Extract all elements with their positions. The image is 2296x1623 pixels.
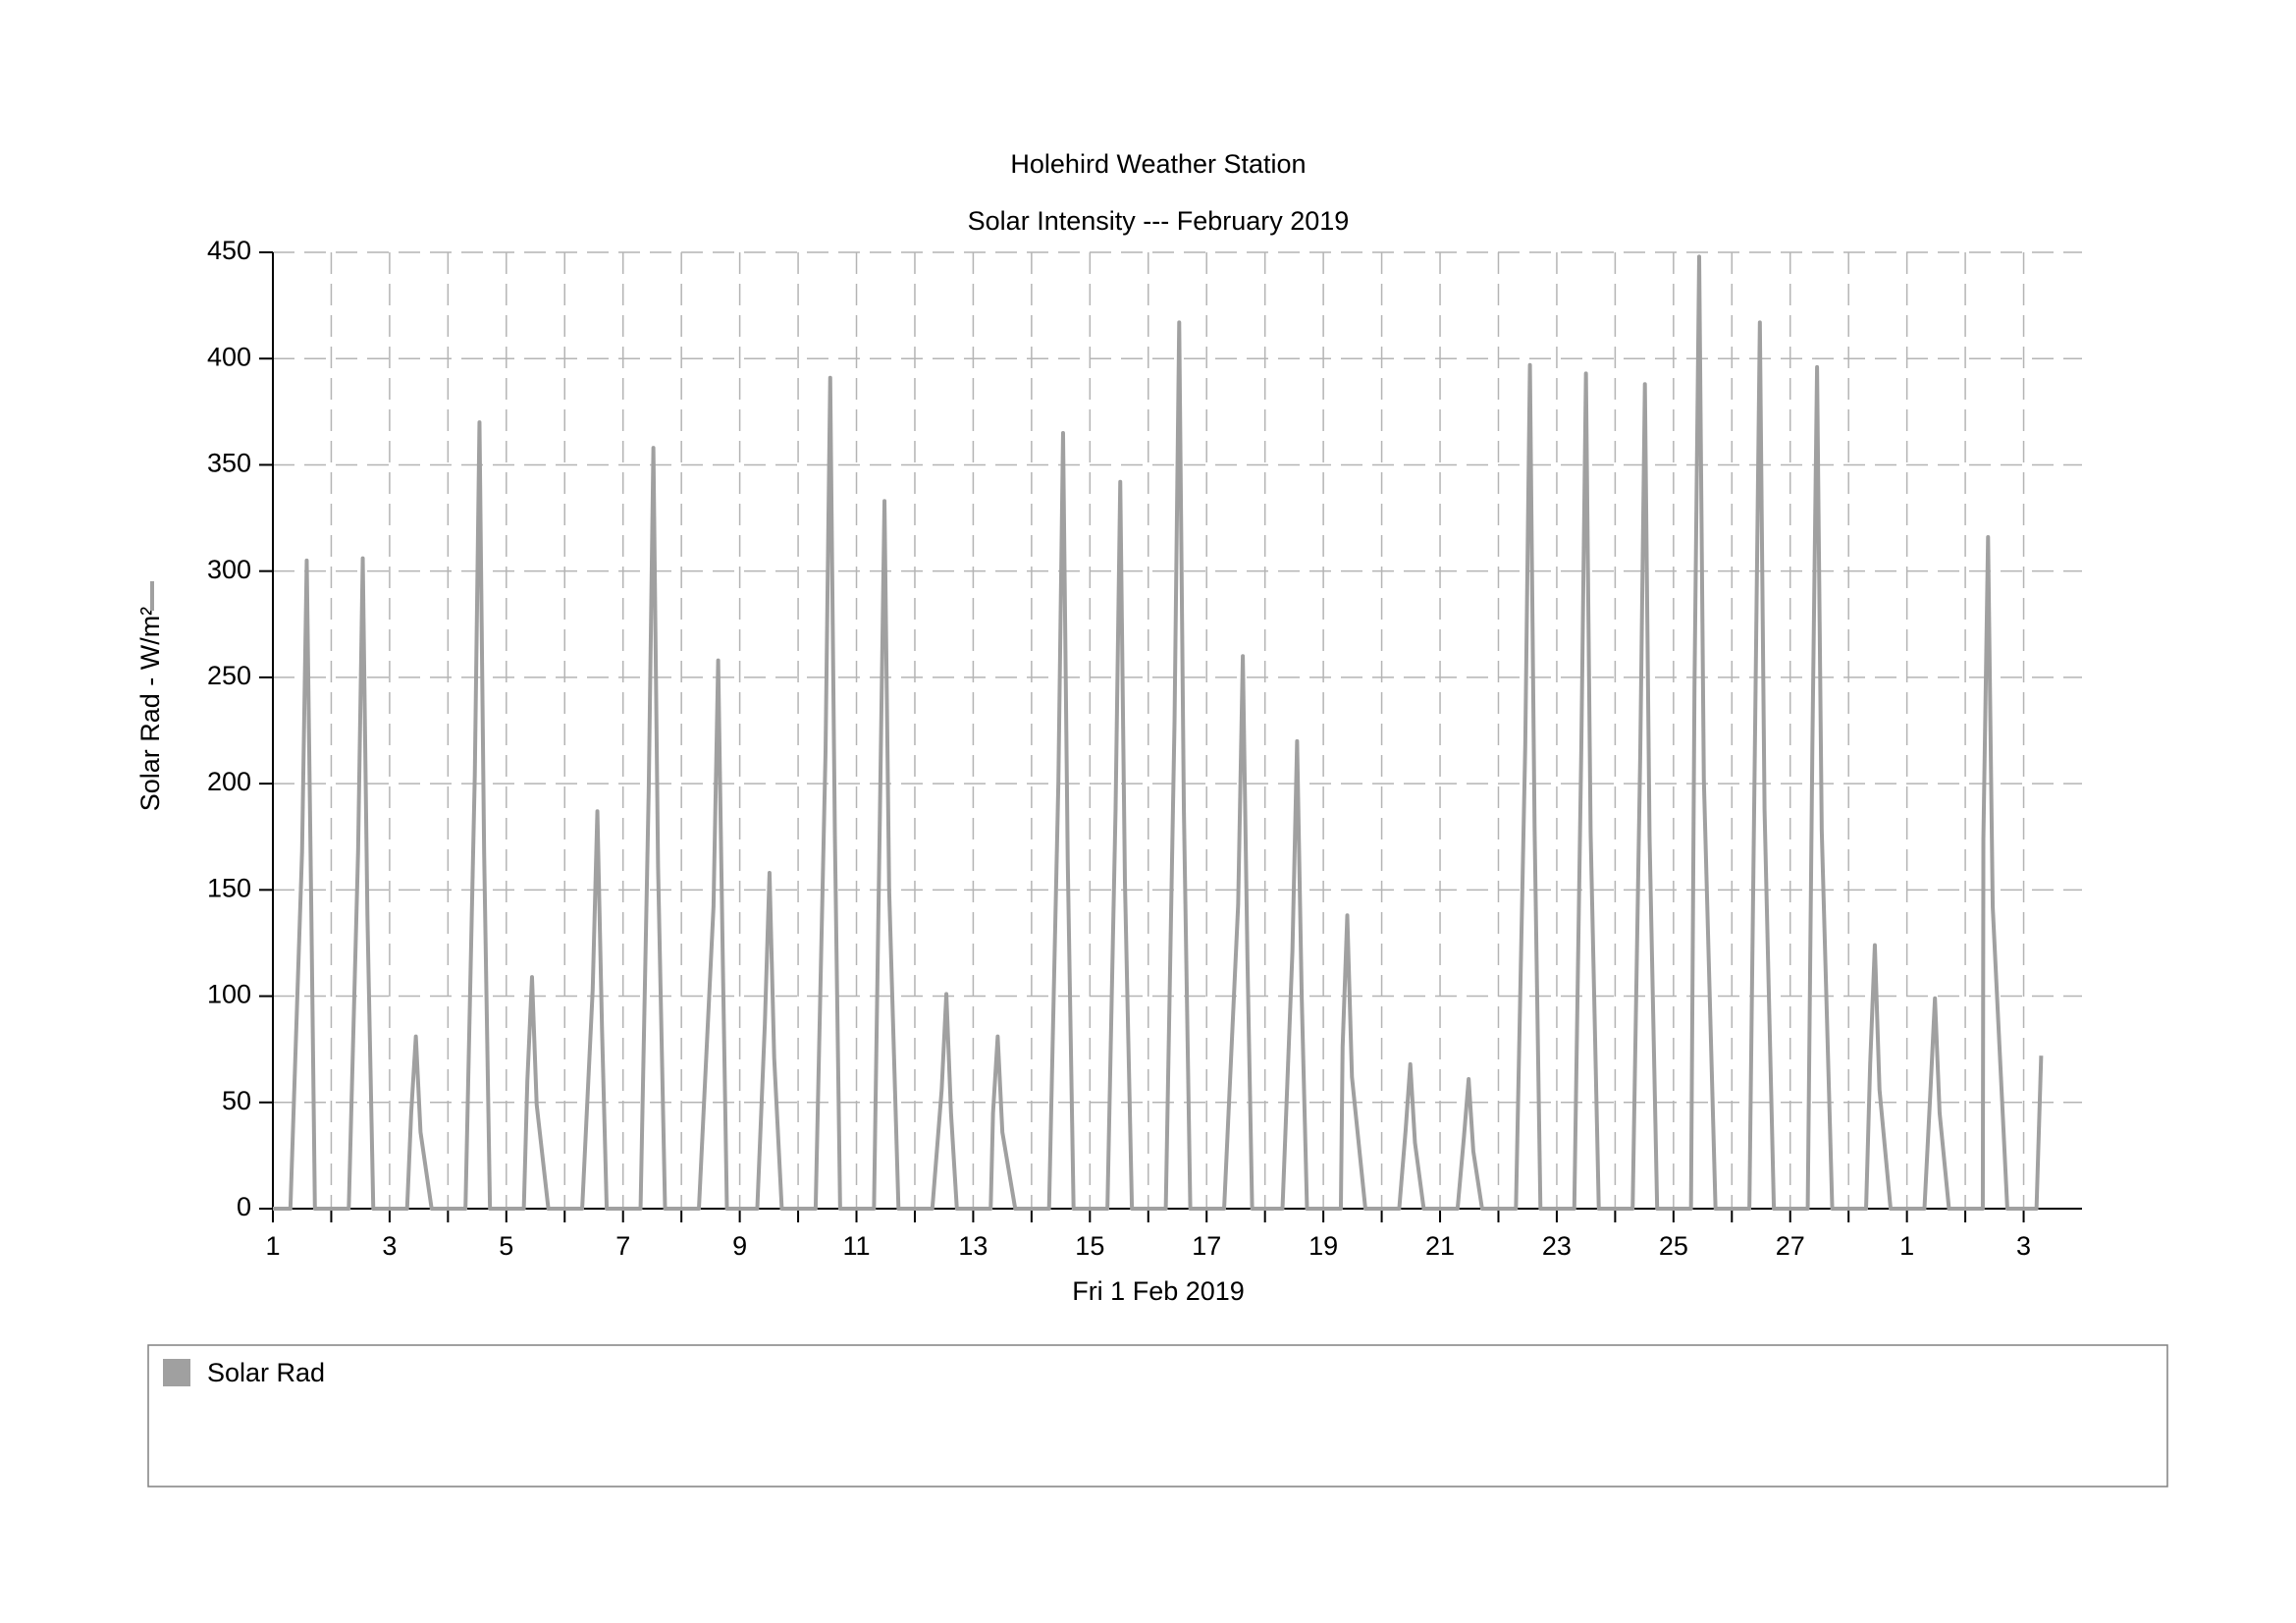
y-tick-label: 450 [207, 236, 251, 265]
chart-subtitle: Solar Intensity --- February 2019 [968, 206, 1350, 236]
data-line [273, 254, 2044, 1211]
x-tick-label: 15 [1075, 1231, 1104, 1261]
y-tick-label: 0 [237, 1192, 251, 1221]
y-tick-label: 400 [207, 342, 251, 371]
y-tick-label: 250 [207, 661, 251, 690]
x-tick-label: 7 [615, 1231, 630, 1261]
legend: Solar Rad [163, 1358, 325, 1387]
x-tick-label: 27 [1776, 1231, 1805, 1261]
y-tick-label: 50 [222, 1086, 251, 1115]
y-tick-label: 100 [207, 980, 251, 1009]
x-tick-label: 9 [732, 1231, 747, 1261]
x-tick-label: 11 [843, 1231, 871, 1261]
x-tick-label: 3 [2016, 1231, 2031, 1261]
legend-box [147, 1344, 2168, 1488]
x-tick-label: 19 [1308, 1231, 1338, 1261]
y-axis-label: Solar Rad - W/m² [135, 607, 165, 812]
y-tick-label: 300 [207, 555, 251, 584]
x-tick-label: 21 [1425, 1231, 1455, 1261]
x-tick-label: 1 [1899, 1231, 1914, 1261]
x-tick-label: 17 [1192, 1231, 1221, 1261]
y-tick-label: 200 [207, 767, 251, 796]
x-tick-label: 25 [1659, 1231, 1688, 1261]
x-tick-label: 3 [382, 1231, 397, 1261]
x-tick-label: 23 [1542, 1231, 1572, 1261]
legend-label: Solar Rad [207, 1358, 325, 1387]
x-axis-label: Fri 1 Feb 2019 [1072, 1276, 1245, 1306]
x-tick-label: 1 [265, 1231, 280, 1261]
x-tick-label: 13 [958, 1231, 988, 1261]
legend-swatch [163, 1359, 190, 1386]
x-tick-label: 5 [499, 1231, 513, 1261]
chart-title: Holehird Weather Station [1010, 149, 1306, 179]
y-tick-label: 150 [207, 873, 251, 902]
y-tick-label: 350 [207, 449, 251, 478]
